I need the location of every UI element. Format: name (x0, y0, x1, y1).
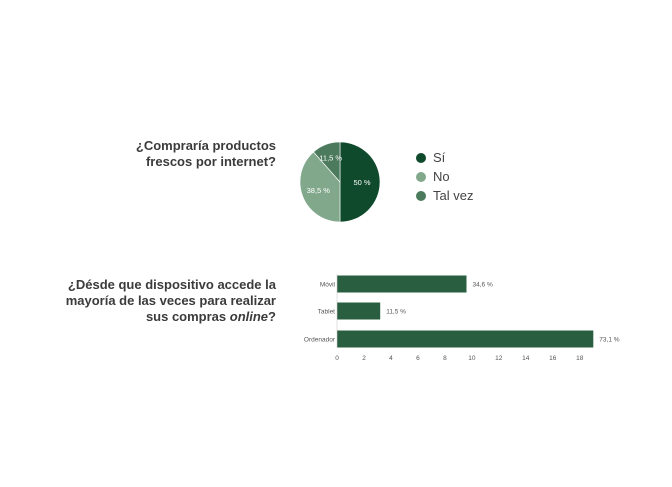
x-tick-label: 8 (443, 355, 447, 362)
category-label: Tablet (318, 309, 336, 316)
x-tick-label: 0 (335, 355, 339, 362)
x-tick-label: 16 (549, 355, 557, 362)
x-tick-label: 4 (389, 355, 393, 362)
x-tick-label: 12 (495, 355, 503, 362)
pie-chart: 50 % 38,5 % 11,5 % (299, 141, 381, 223)
bar-chart: Móvil 34,6 % Tablet 11,5 % Ordenador 73,1 % 0 2… (304, 274, 620, 362)
value-label: 73,1 % (599, 337, 619, 344)
x-tick-label: 14 (522, 355, 530, 362)
x-tick-label: 2 (362, 355, 366, 362)
legend-item: Sí (416, 148, 473, 167)
x-tick-label: 18 (576, 355, 584, 362)
question-2-end: ? (268, 309, 276, 324)
value-label: 11,5 % (386, 309, 406, 316)
legend-item: Tal vez (416, 186, 473, 205)
legend-marker (416, 152, 426, 163)
pie-slice-2 (313, 141, 341, 183)
pie-label-2: 11,5 % (319, 153, 342, 162)
legend-label: Sí (433, 150, 446, 165)
question-2: ¿Désde que dispositivo accede la mayoría… (40, 277, 276, 325)
question-2-text: ¿Désde que dispositivo accede la mayoría… (65, 277, 276, 324)
question-1: ¿Compraría productos frescos por interne… (135, 138, 276, 169)
legend-item: No (416, 167, 473, 186)
pie-legend: Sí No Tal vez (416, 148, 473, 205)
pie-label-1: 38,5 % (307, 186, 331, 195)
bar-1 (337, 302, 381, 320)
bar-0 (337, 275, 467, 293)
pie-slice-1 (299, 151, 341, 223)
value-label: 34,6 % (473, 282, 493, 289)
legend-marker (416, 190, 426, 201)
legend-label: No (433, 169, 450, 184)
legend-marker (416, 171, 426, 182)
legend-label: Tal vez (433, 188, 474, 203)
category-label: Ordenador (304, 337, 336, 344)
bar-2 (337, 330, 594, 348)
x-tick-label: 10 (468, 355, 476, 362)
pie-slice-0 (339, 141, 381, 223)
pie-label-0: 50 % (353, 178, 370, 187)
x-tick-label: 6 (416, 355, 420, 362)
category-label: Móvil (320, 282, 336, 289)
question-2-online: online (229, 309, 269, 324)
